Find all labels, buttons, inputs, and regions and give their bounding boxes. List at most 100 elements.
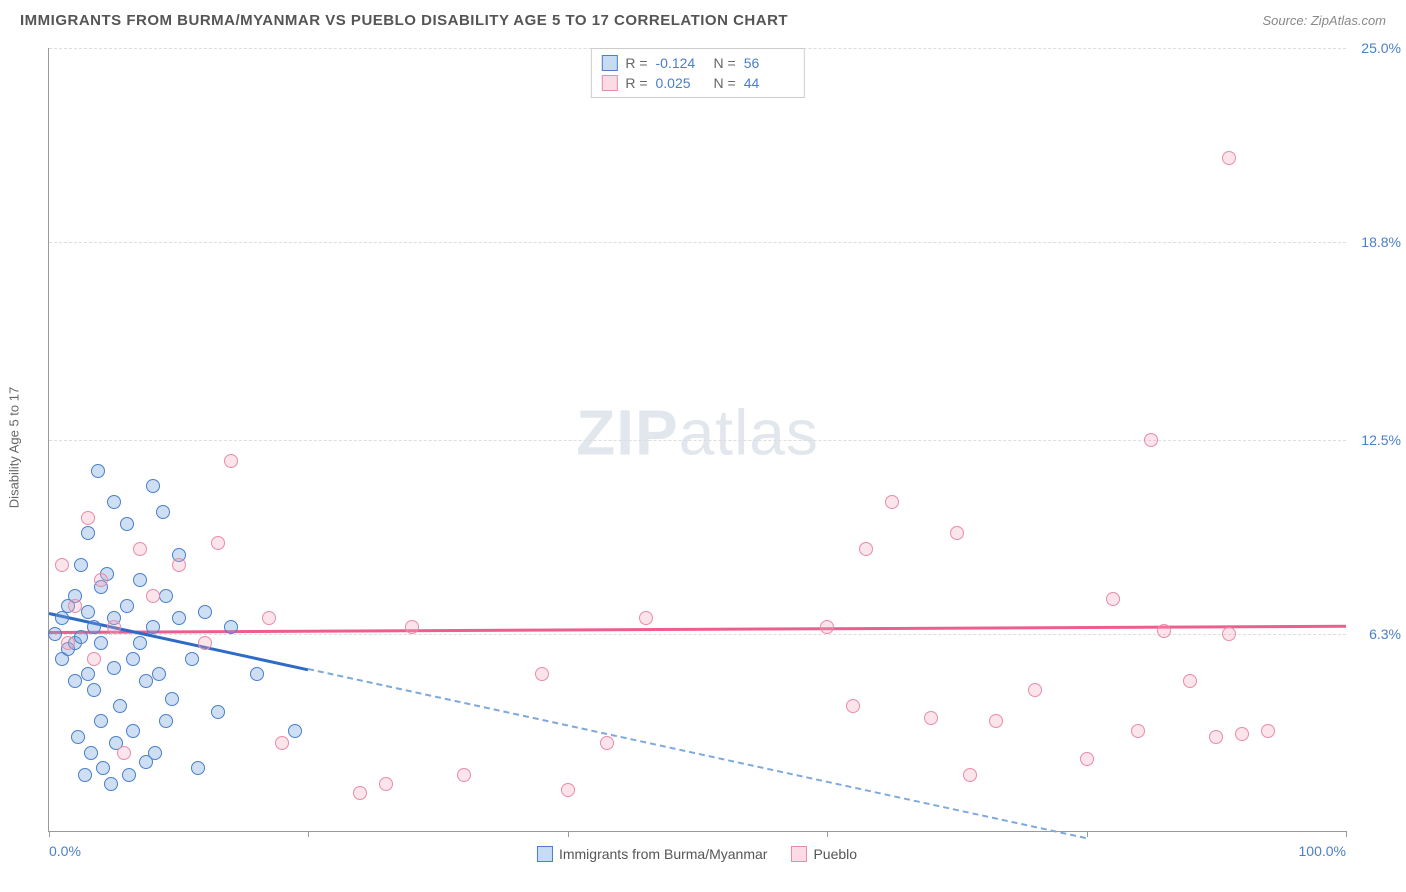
gridline	[49, 242, 1346, 243]
data-point	[55, 558, 69, 572]
data-point	[288, 724, 302, 738]
data-point	[963, 768, 977, 782]
stats-row: R = 0.025N = 44	[601, 73, 793, 93]
data-point	[148, 746, 162, 760]
data-point	[96, 761, 110, 775]
y-tick-label: 6.3%	[1369, 626, 1401, 642]
data-point	[1028, 683, 1042, 697]
data-point	[1222, 627, 1236, 641]
data-point	[146, 620, 160, 634]
data-point	[846, 699, 860, 713]
data-point	[133, 573, 147, 587]
plot-area: ZIPatlas 6.3%12.5%18.8%25.0%0.0%100.0%R …	[48, 48, 1346, 832]
bottom-legend: Immigrants from Burma/Myanmar Pueblo	[537, 846, 857, 862]
stat-r-value: -0.124	[656, 55, 706, 71]
data-point	[224, 454, 238, 468]
data-point	[81, 667, 95, 681]
data-point	[262, 611, 276, 625]
data-point	[1157, 624, 1171, 638]
data-point	[81, 511, 95, 525]
x-tick	[827, 831, 828, 837]
stat-n-value: 44	[744, 75, 794, 91]
stat-n-value: 56	[744, 55, 794, 71]
data-point	[1261, 724, 1275, 738]
data-point	[78, 768, 92, 782]
data-point	[87, 652, 101, 666]
data-point	[1106, 592, 1120, 606]
data-point	[1131, 724, 1145, 738]
data-point	[172, 611, 186, 625]
data-point	[107, 620, 121, 634]
data-point	[55, 611, 69, 625]
data-point	[133, 636, 147, 650]
data-point	[561, 783, 575, 797]
data-point	[198, 605, 212, 619]
data-point	[146, 589, 160, 603]
data-point	[820, 620, 834, 634]
data-point	[250, 667, 264, 681]
data-point	[48, 627, 62, 641]
legend-label: Pueblo	[813, 846, 857, 862]
data-point	[353, 786, 367, 800]
data-point	[859, 542, 873, 556]
data-point	[87, 683, 101, 697]
data-point	[107, 495, 121, 509]
stat-n-label: N =	[714, 55, 736, 71]
data-point	[1183, 674, 1197, 688]
stat-r-value: 0.025	[656, 75, 706, 91]
data-point	[113, 699, 127, 713]
legend-item: Immigrants from Burma/Myanmar	[537, 846, 767, 862]
data-point	[74, 558, 88, 572]
data-point	[165, 692, 179, 706]
gridline	[49, 634, 1346, 635]
data-point	[120, 517, 134, 531]
data-point	[211, 536, 225, 550]
data-point	[94, 636, 108, 650]
data-point	[1222, 151, 1236, 165]
data-point	[87, 620, 101, 634]
data-point	[159, 714, 173, 728]
data-point	[84, 746, 98, 760]
data-point	[71, 730, 85, 744]
x-tick	[568, 831, 569, 837]
source-attribution: Source: ZipAtlas.com	[1262, 13, 1386, 28]
data-point	[133, 542, 147, 556]
y-axis-label: Disability Age 5 to 17	[7, 387, 22, 508]
data-point	[1144, 433, 1158, 447]
data-point	[379, 777, 393, 791]
legend-item: Pueblo	[791, 846, 857, 862]
data-point	[139, 674, 153, 688]
y-tick-label: 18.8%	[1361, 234, 1401, 250]
data-point	[1209, 730, 1223, 744]
data-point	[122, 768, 136, 782]
data-point	[94, 573, 108, 587]
data-point	[107, 661, 121, 675]
data-point	[405, 620, 419, 634]
x-tick-label: 100.0%	[1299, 843, 1346, 859]
stats-box: R = -0.124 N = 56 R = 0.025N = 44	[590, 48, 804, 98]
legend-swatch	[601, 75, 617, 91]
data-point	[146, 479, 160, 493]
data-point	[68, 599, 82, 613]
data-point	[1080, 752, 1094, 766]
data-point	[198, 636, 212, 650]
data-point	[172, 558, 186, 572]
data-point	[989, 714, 1003, 728]
x-tick	[1087, 831, 1088, 837]
trend-line	[308, 668, 1087, 839]
stat-r-label: R =	[625, 55, 647, 71]
chart-title: IMMIGRANTS FROM BURMA/MYANMAR VS PUEBLO …	[20, 12, 788, 29]
data-point	[81, 526, 95, 540]
legend-swatch	[601, 55, 617, 71]
data-point	[94, 714, 108, 728]
data-point	[535, 667, 549, 681]
data-point	[159, 589, 173, 603]
data-point	[156, 505, 170, 519]
watermark: ZIPatlas	[576, 395, 819, 469]
stats-row: R = -0.124 N = 56	[601, 53, 793, 73]
data-point	[224, 620, 238, 634]
legend-swatch	[537, 846, 553, 862]
data-point	[126, 724, 140, 738]
data-point	[600, 736, 614, 750]
chart-container: ZIPatlas 6.3%12.5%18.8%25.0%0.0%100.0%R …	[48, 48, 1346, 832]
